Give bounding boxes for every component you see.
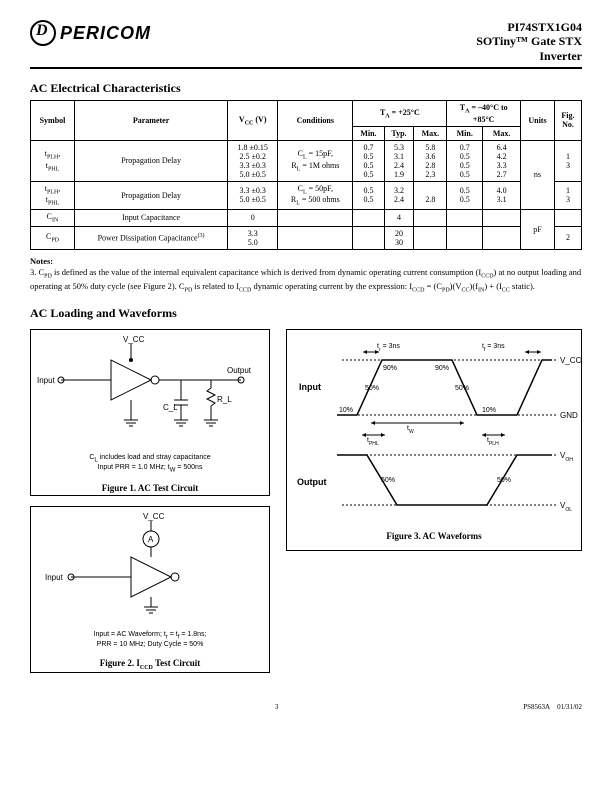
ac-test-circuit-diagram: V_CC Input Output C_L (31, 330, 269, 450)
svg-text:V_CC: V_CC (143, 512, 165, 521)
svg-text:VOH: VOH (560, 451, 573, 463)
svg-text:90%: 90% (435, 365, 449, 372)
svg-text:tPHL: tPHL (367, 437, 379, 447)
th-vcc: VCC (V) (228, 101, 278, 141)
fig1-caption: Figure 1. AC Test Circuit (31, 479, 269, 495)
logo: PERICOM (30, 20, 151, 46)
svg-text:Output: Output (227, 366, 252, 375)
th-conditions: Conditions (278, 101, 353, 141)
figure-3: Input V_CC GND 90% 90% 50% 50% 10% 10% t… (286, 329, 582, 551)
th-typ25: Typ. (384, 126, 414, 140)
table-row: CPD Power Dissipation Capacitance(3) 3.3… (31, 226, 582, 249)
notes-block: Notes: 3. CPD is defined as the value of… (30, 256, 582, 296)
logo-text: PERICOM (60, 23, 151, 44)
page-header: PERICOM PI74STX1G04 SOTiny™ Gate STX Inv… (30, 20, 582, 69)
svg-text:R_L: R_L (217, 395, 232, 404)
svg-text:50%: 50% (365, 385, 379, 392)
svg-text:VOL: VOL (560, 501, 572, 513)
th-max25: Max. (414, 126, 447, 140)
th-units: Units (521, 101, 555, 141)
table-row: tPLH,tPHL Propagation Delay 3.3 ±0.35.0 … (31, 181, 582, 209)
logo-icon (30, 20, 56, 46)
th-ta25: TA = +25°C (353, 101, 447, 127)
svg-text:50%: 50% (381, 477, 395, 484)
svg-text:50%: 50% (455, 385, 469, 392)
cell-vcc: 1.8 ±0.152.5 ±0.23.3 ±0.35.0 ±0.5 (228, 140, 278, 181)
section-ac-characteristics: AC Electrical Characteristics (30, 81, 582, 96)
svg-text:Output: Output (297, 477, 327, 487)
th-symbol: Symbol (31, 101, 75, 141)
svg-text:A: A (148, 535, 154, 544)
svg-text:tPLH: tPLH (487, 437, 499, 447)
section-ac-loading: AC Loading and Waveforms (30, 306, 582, 321)
characteristics-table: Symbol Parameter VCC (V) Conditions TA =… (30, 100, 582, 249)
svg-text:tr = 3ns: tr = 3ns (377, 343, 400, 353)
title-block: PI74STX1G04 SOTiny™ Gate STX Inverter (476, 20, 582, 63)
svg-text:10%: 10% (339, 407, 353, 414)
th-min40: Min. (447, 126, 483, 140)
th-parameter: Parameter (75, 101, 228, 141)
doc-date: 01/31/02 (557, 703, 582, 711)
fig2-caption: Figure 2. ICCD Test Circuit (31, 654, 269, 673)
table-row: CIN Input Capacitance 0 4 pF (31, 209, 582, 226)
th-min25: Min. (353, 126, 384, 140)
figure-1: V_CC Input Output C_L (30, 329, 270, 496)
svg-text:tW: tW (407, 425, 414, 435)
table-row: tPLH,tPHL Propagation Delay 1.8 ±0.152.5… (31, 140, 582, 181)
function-name: Inverter (476, 49, 582, 63)
fig3-caption: Figure 3. AC Waveforms (287, 527, 581, 543)
fig1-note: CL includes load and stray capacitanceIn… (31, 452, 269, 479)
svg-text:Input: Input (37, 376, 56, 385)
svg-text:V_CC: V_CC (123, 335, 145, 344)
fig2-note: Input = AC Waveform; tr = tf = 1.8ns;PRR… (31, 629, 269, 654)
svg-text:GND: GND (560, 411, 578, 420)
page-footer: 3 PS8563A 01/31/02 (30, 703, 582, 711)
svg-text:V_CC: V_CC (560, 356, 581, 365)
page-number: 3 (275, 703, 279, 711)
svg-text:tf = 3ns: tf = 3ns (482, 343, 505, 353)
svg-text:Input: Input (45, 573, 64, 582)
part-number: PI74STX1G04 (476, 20, 582, 34)
svg-text:50%: 50% (497, 477, 511, 484)
th-max40: Max. (483, 126, 521, 140)
th-fig: Fig.No. (554, 101, 581, 141)
figures-row: V_CC Input Output C_L (30, 329, 582, 674)
figure-2: V_CC A Input Input = AC Waveform; tr = t… (30, 506, 270, 674)
ac-waveforms-diagram: Input V_CC GND 90% 90% 50% 50% 10% 10% t… (287, 330, 581, 525)
svg-text:Input: Input (299, 382, 321, 392)
svg-text:C_L: C_L (163, 403, 178, 412)
iccd-test-circuit-diagram: V_CC A Input (31, 507, 269, 627)
svg-text:90%: 90% (383, 365, 397, 372)
notes-title: Notes: (30, 256, 53, 266)
doc-id: PS8563A (523, 703, 550, 711)
series-name: SOTiny™ Gate STX (476, 34, 582, 48)
th-ta40: TA = –40°C to+85°C (447, 101, 521, 127)
svg-text:10%: 10% (482, 407, 496, 414)
